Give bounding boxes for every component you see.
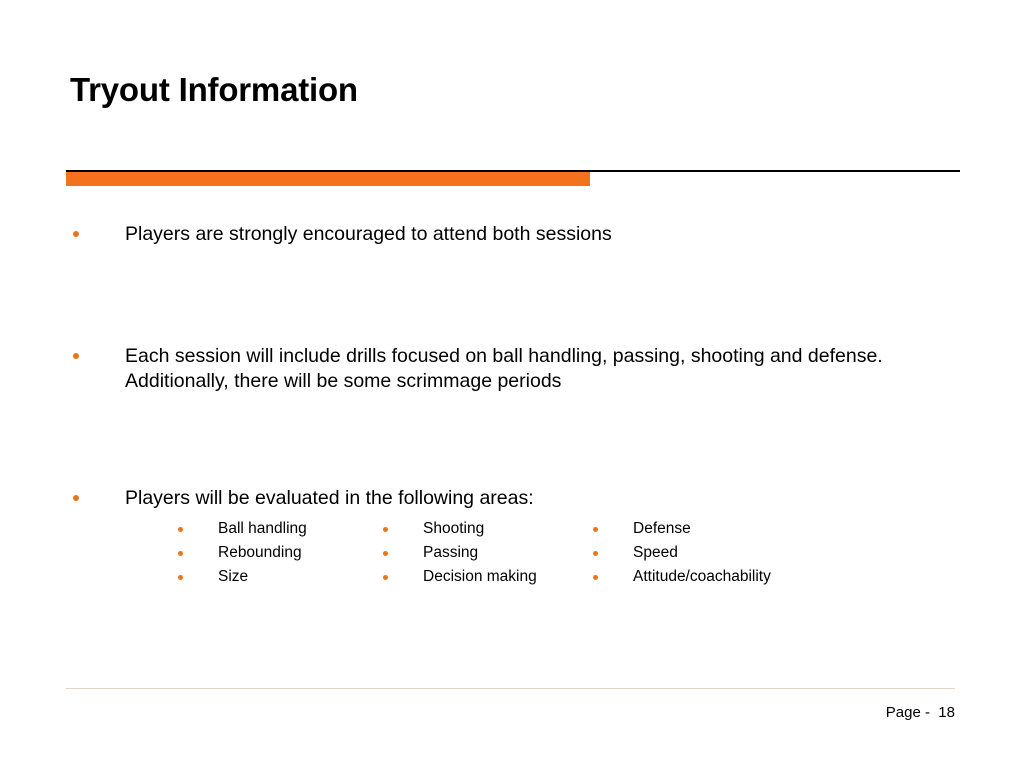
evaluation-column: Defense Speed Attitude/coachability bbox=[589, 517, 771, 589]
bullet-text: Each session will include drills focused… bbox=[125, 345, 893, 392]
list-item: Shooting bbox=[379, 517, 537, 541]
bullet-item: Players are strongly encouraged to atten… bbox=[66, 222, 946, 247]
page-title: Tryout Information bbox=[70, 71, 358, 108]
list-item-label: Size bbox=[218, 568, 249, 585]
round-bullet-icon bbox=[73, 495, 79, 501]
bullet-item: Each session will include drills focused… bbox=[66, 344, 896, 394]
list-item: Decision making bbox=[379, 565, 537, 589]
bullet-item: Players will be evaluated in the followi… bbox=[66, 486, 946, 511]
list-item-label: Attitude/coachability bbox=[633, 568, 771, 585]
round-bullet-icon bbox=[383, 575, 388, 580]
list-item-label: Speed bbox=[633, 544, 678, 561]
round-bullet-icon bbox=[593, 527, 598, 532]
round-bullet-icon bbox=[593, 551, 598, 556]
title-divider-rule bbox=[66, 170, 960, 172]
round-bullet-icon bbox=[383, 527, 388, 532]
list-item: Speed bbox=[589, 541, 771, 565]
list-item: Passing bbox=[379, 541, 537, 565]
list-item-label: Rebounding bbox=[218, 544, 302, 561]
round-bullet-icon bbox=[178, 527, 183, 532]
evaluation-column: Shooting Passing Decision making bbox=[379, 517, 537, 589]
list-item: Ball handling bbox=[174, 517, 307, 541]
round-bullet-icon bbox=[73, 231, 79, 237]
list-item: Attitude/coachability bbox=[589, 565, 771, 589]
list-item-label: Shooting bbox=[423, 520, 485, 537]
evaluation-column: Ball handling Rebounding Size bbox=[174, 517, 307, 589]
list-item: Rebounding bbox=[174, 541, 307, 565]
title-accent-bar bbox=[66, 172, 590, 186]
list-item-label: Passing bbox=[423, 544, 479, 561]
list-item-label: Defense bbox=[633, 520, 691, 537]
round-bullet-icon bbox=[178, 551, 183, 556]
round-bullet-icon bbox=[73, 353, 79, 359]
round-bullet-icon bbox=[178, 575, 183, 580]
list-item-label: Decision making bbox=[423, 568, 537, 585]
bullet-text: Players are strongly encouraged to atten… bbox=[125, 223, 612, 245]
bullet-text: Players will be evaluated in the followi… bbox=[125, 487, 534, 509]
round-bullet-icon bbox=[593, 575, 598, 580]
list-item: Size bbox=[174, 565, 307, 589]
round-bullet-icon bbox=[383, 551, 388, 556]
page-number: Page - 18 bbox=[885, 704, 955, 721]
list-item: Defense bbox=[589, 517, 771, 541]
footer-divider-rule bbox=[66, 688, 955, 689]
evaluation-areas-list: Ball handling Rebounding Size Shooting bbox=[0, 517, 1024, 597]
list-item-label: Ball handling bbox=[218, 520, 307, 537]
